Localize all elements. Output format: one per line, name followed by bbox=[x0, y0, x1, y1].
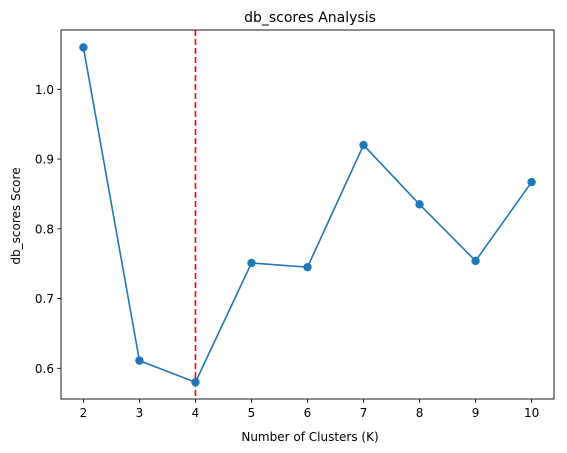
y-tick-label: 0.8 bbox=[35, 222, 54, 236]
data-point bbox=[359, 140, 368, 150]
data-point bbox=[135, 356, 144, 365]
x-axis-label: Number of Clusters (K) bbox=[241, 430, 378, 444]
x-tick-label: 8 bbox=[416, 406, 424, 420]
y-tick-label: 0.7 bbox=[35, 292, 54, 306]
x-tick-label: 9 bbox=[472, 406, 480, 420]
data-point bbox=[191, 378, 200, 387]
x-tick-label: 3 bbox=[136, 406, 144, 420]
y-tick-label: 0.6 bbox=[35, 362, 54, 376]
plot-area: 2 3 4 5 6 7 8 9 10 0.6 0.7 0.8 0.9 1.0 bbox=[35, 29, 555, 420]
x-tick-label: 7 bbox=[360, 406, 368, 420]
data-point bbox=[303, 262, 312, 272]
data-point bbox=[247, 258, 256, 268]
x-tick-label: 6 bbox=[304, 406, 312, 420]
x-tick-label: 4 bbox=[192, 406, 200, 420]
y-tick-label: 1.0 bbox=[35, 83, 54, 97]
y-axis-label: db_scores Score bbox=[9, 167, 23, 264]
data-point bbox=[79, 43, 88, 52]
data-point bbox=[471, 256, 480, 266]
x-tick-label: 10 bbox=[524, 406, 539, 420]
series-line bbox=[82, 47, 533, 384]
y-tick-label: 0.9 bbox=[35, 153, 54, 167]
x-tick-label: 5 bbox=[248, 406, 256, 420]
x-tick-label: 2 bbox=[80, 406, 88, 420]
data-point bbox=[415, 200, 424, 209]
chart-title: db_scores Analysis bbox=[244, 10, 376, 26]
data-point bbox=[527, 177, 536, 187]
plot-frame bbox=[60, 29, 555, 400]
